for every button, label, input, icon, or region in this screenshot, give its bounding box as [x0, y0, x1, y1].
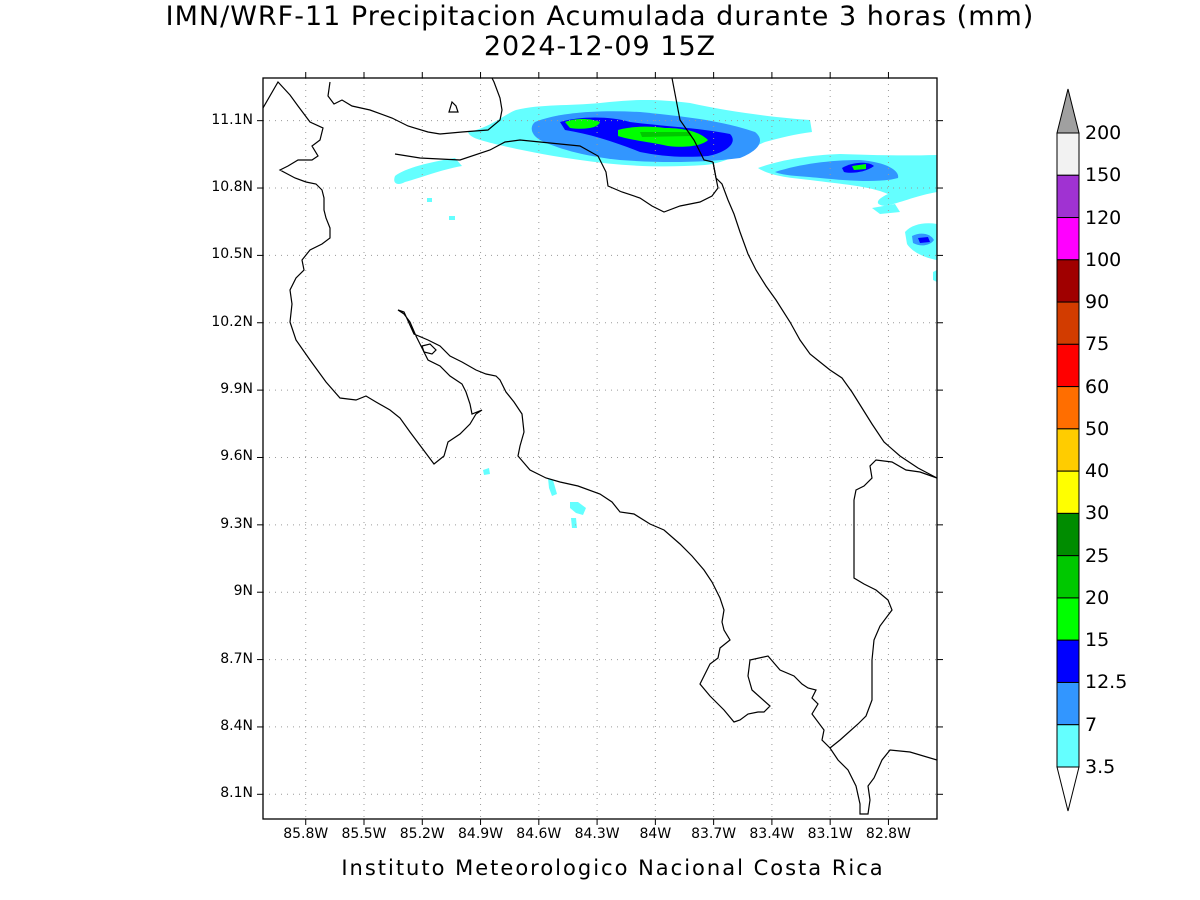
- colorbar-level-label: 12.5: [1085, 671, 1128, 694]
- latitude-label: 8.7N: [220, 650, 253, 667]
- longitude-label: 83.4W: [749, 826, 795, 842]
- colorbar-level-label: 60: [1085, 375, 1110, 398]
- colorbar-level-label: 200: [1085, 122, 1122, 144]
- longitude-label: 85.8W: [283, 826, 329, 842]
- colorbar-cell: [1056, 428, 1080, 472]
- colorbar-level-label: 120: [1085, 206, 1122, 229]
- nicaragua-border: [439, 78, 503, 135]
- latitude-label: 9.3N: [220, 515, 253, 532]
- longitude-label: 84.6W: [516, 826, 562, 842]
- longitude-label: 83.1W: [807, 826, 853, 842]
- longitude-label: 84.9W: [458, 826, 504, 842]
- latitude-label: 9N: [233, 583, 253, 600]
- caribbean-coastline: [712, 161, 937, 479]
- colorbar: [1056, 88, 1080, 812]
- longitude-label: 84W: [639, 826, 672, 842]
- colorbar-level-label: 30: [1085, 502, 1110, 525]
- colorbar-cell: [1056, 386, 1080, 430]
- map-title: IMN/WRF-11 Precipitacion Acumulada duran…: [165, 1, 1035, 32]
- colorbar-cell: [1056, 174, 1080, 219]
- colorbar-cell: [1056, 724, 1080, 768]
- nicaragua-east-coast: [671, 78, 714, 163]
- northern-border: [394, 139, 719, 213]
- latitude-label: 10.8N: [211, 179, 253, 196]
- axis-ticks: [257, 72, 943, 825]
- colorbar-level-label: 75: [1085, 333, 1110, 356]
- latitude-label: 8.1N: [220, 785, 253, 802]
- colorbar-level-label: 150: [1085, 164, 1122, 187]
- colorbar-level-label: 90: [1085, 291, 1110, 314]
- colorbar-cell: [1056, 259, 1080, 303]
- colorbar-level-label: 50: [1085, 417, 1110, 440]
- colorbar-cell: [1056, 343, 1080, 388]
- colorbar-level-label: 40: [1085, 460, 1110, 483]
- panama-border: [829, 459, 937, 749]
- colorbar-upper-arrow: [1056, 88, 1080, 134]
- precip-20mm: [640, 132, 692, 137]
- latitude-label: 9.6N: [220, 448, 253, 465]
- ometepe-island: [448, 100, 459, 113]
- colorbar-cell: [1056, 597, 1080, 641]
- latitude-label: 8.4N: [220, 717, 253, 734]
- latitude-label: 9.9N: [220, 381, 253, 398]
- latitude-label: 10.2N: [211, 313, 253, 330]
- longitude-label: 85.5W: [341, 826, 387, 842]
- colorbar-level-label: 3.5: [1085, 756, 1116, 778]
- precip-15mm: [565, 119, 866, 170]
- colorbar-level-label: 15: [1085, 629, 1110, 652]
- latitude-label: 10.5N: [211, 246, 253, 263]
- colorbar-level-label: 25: [1085, 544, 1110, 567]
- longitude-label: 85.2W: [399, 826, 445, 842]
- map-frame: [262, 77, 938, 820]
- colorbar-cell: [1056, 639, 1080, 683]
- colorbar-level-label: 7: [1085, 713, 1098, 736]
- colorbar-cell: [1056, 301, 1080, 345]
- colorbar-cell: [1056, 555, 1080, 599]
- map-title-block: IMN/WRF-11 Precipitacion Acumulada duran…: [0, 2, 1200, 62]
- lake-nicaragua-shore: [327, 81, 441, 135]
- colorbar-cell: [1056, 470, 1080, 514]
- colorbar-cell: [1056, 512, 1080, 557]
- latitude-label: 11.1N: [211, 111, 253, 128]
- precipitation-layer: [394, 99, 937, 528]
- colorbar-level-label: 100: [1085, 248, 1122, 271]
- graticule: [263, 78, 937, 819]
- colorbar-cell: [1056, 132, 1080, 176]
- colorbar-level-label: 20: [1085, 586, 1110, 609]
- longitude-label: 82.8W: [865, 826, 911, 842]
- map-datetime: 2024-12-09 15Z: [483, 31, 717, 62]
- colorbar-cell: [1056, 681, 1080, 726]
- longitude-label: 83.7W: [691, 826, 737, 842]
- chira-island: [421, 343, 437, 355]
- longitude-label: 84.3W: [574, 826, 620, 842]
- institution-credit: Instituto Meteorologico Nacional Costa R…: [341, 856, 885, 880]
- coastline-layer: [263, 78, 937, 815]
- pacific-coastline: [263, 80, 937, 815]
- colorbar-lower-arrow: [1056, 766, 1080, 812]
- colorbar-cell: [1056, 217, 1080, 261]
